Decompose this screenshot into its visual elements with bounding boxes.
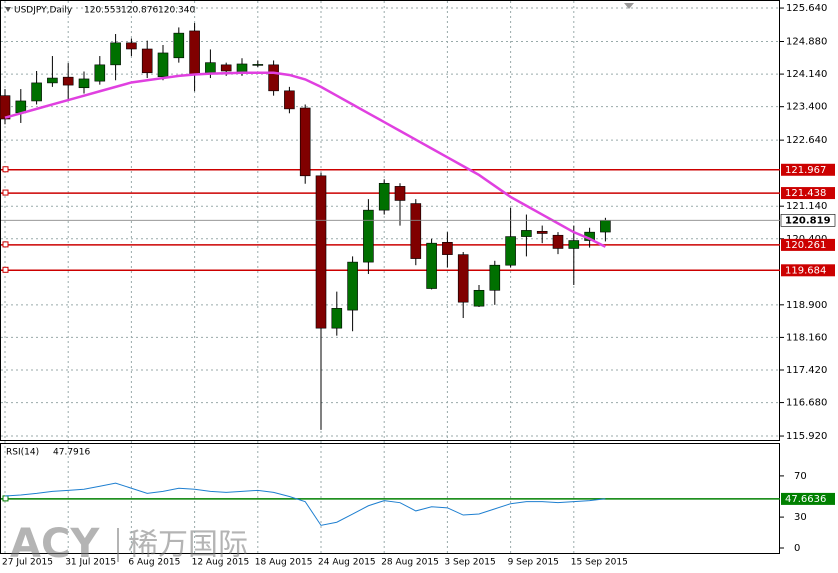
candle-body xyxy=(205,62,216,74)
candle-body xyxy=(173,32,185,59)
candle-body xyxy=(220,64,232,72)
candle-body xyxy=(521,230,532,237)
candle-body xyxy=(536,230,548,234)
candle-body xyxy=(78,78,90,89)
level-anchor xyxy=(2,266,9,273)
candle-body xyxy=(378,182,390,211)
x-tick-label: 9 Sep 2015 xyxy=(508,558,559,568)
x-tick-label: 6 Aug 2015 xyxy=(128,558,180,568)
moving-average xyxy=(4,71,606,248)
candle-body xyxy=(299,107,311,177)
watermark: ACY 稀万国际 xyxy=(10,521,248,567)
watermark-brand: ACY xyxy=(10,521,100,567)
rsi-value: 47.7916 xyxy=(53,448,90,458)
candle-body xyxy=(0,95,11,120)
candle-body xyxy=(284,90,295,110)
y-tick-label: 70 xyxy=(794,471,807,482)
level-label: 121.438 xyxy=(785,188,826,199)
level-tag xyxy=(781,187,835,200)
y-tick-label: 122.640 xyxy=(786,135,827,146)
candle-body xyxy=(47,77,58,84)
candle-body xyxy=(363,209,374,263)
level-anchor xyxy=(2,166,9,173)
x-tick-label: 12 Aug 2015 xyxy=(192,558,250,568)
level-tag xyxy=(781,238,835,251)
shift-marker xyxy=(624,3,634,9)
ohlc-label: 120.876 xyxy=(121,6,158,16)
candle-body xyxy=(189,30,200,76)
candle-body xyxy=(236,63,248,74)
y-tick-label: 115.920 xyxy=(786,431,827,442)
ohlc-label: 120.340 xyxy=(158,6,195,16)
level-tag xyxy=(781,163,835,176)
x-tick-label: 27 Jul 2015 xyxy=(2,558,53,568)
title-arrow xyxy=(5,7,11,12)
y-tick-label: 121.140 xyxy=(786,201,827,212)
level-tag xyxy=(781,492,835,505)
x-tick-label: 3 Sep 2015 xyxy=(444,558,495,568)
y-tick-label: 30 xyxy=(794,512,807,523)
candle-body xyxy=(157,52,169,78)
candle-body xyxy=(568,240,580,249)
candle-body xyxy=(315,175,327,329)
candle-body xyxy=(331,308,343,329)
candle-body xyxy=(457,254,469,303)
level-label: 47.6636 xyxy=(785,494,826,505)
candle-body xyxy=(268,64,279,92)
y-tick-label: 124.140 xyxy=(786,69,827,80)
y-tick-label: 117.420 xyxy=(786,365,827,376)
level-label: 120.261 xyxy=(785,240,826,251)
level-label: 121.967 xyxy=(785,165,826,176)
candle-body xyxy=(410,203,422,259)
candle-body xyxy=(442,241,453,255)
y-tick-label: 125.640 xyxy=(786,3,827,14)
watermark-local: 稀万国际 xyxy=(128,528,248,563)
candle-body xyxy=(473,289,485,307)
candle-body xyxy=(347,261,358,311)
candle-body xyxy=(141,48,153,74)
x-tick-label: 31 Jul 2015 xyxy=(65,558,116,568)
candle-body xyxy=(110,42,121,66)
candle-body xyxy=(426,242,437,289)
x-tick-label: 24 Aug 2015 xyxy=(318,558,376,568)
price-label: 120.819 xyxy=(785,215,831,226)
level-anchor xyxy=(2,495,9,502)
y-tick-label: 116.680 xyxy=(786,398,827,409)
level-anchor xyxy=(2,189,9,196)
level-anchor xyxy=(2,241,9,248)
x-tick-label: 15 Sep 2015 xyxy=(571,558,628,568)
y-tick-label: 118.160 xyxy=(786,332,827,343)
candle-body xyxy=(126,42,137,50)
rsi-title: RSI(14) xyxy=(6,448,39,458)
y-tick-label: 123.400 xyxy=(786,102,827,113)
candle-body xyxy=(489,264,501,291)
level-tag xyxy=(781,264,835,277)
candle-body xyxy=(394,186,406,201)
ohlc-label: 120.553 xyxy=(84,6,121,16)
candle-body xyxy=(94,64,106,82)
candle-body xyxy=(552,234,564,249)
x-tick-label: 28 Aug 2015 xyxy=(381,558,439,568)
candle-body xyxy=(505,236,516,266)
y-tick-label: 124.880 xyxy=(786,37,827,48)
candle-body xyxy=(252,64,264,66)
price-tag xyxy=(780,214,836,227)
chart-title: USDJPY,Daily xyxy=(14,6,73,16)
candle-body xyxy=(62,76,74,86)
rsi-line xyxy=(4,482,606,526)
candle-body xyxy=(31,82,42,102)
x-tick-label: 18 Aug 2015 xyxy=(255,558,313,568)
y-tick-label: 0 xyxy=(794,543,800,554)
candle-body xyxy=(600,220,611,233)
y-tick-label: 118.900 xyxy=(786,300,827,311)
level-label: 119.684 xyxy=(785,265,826,276)
